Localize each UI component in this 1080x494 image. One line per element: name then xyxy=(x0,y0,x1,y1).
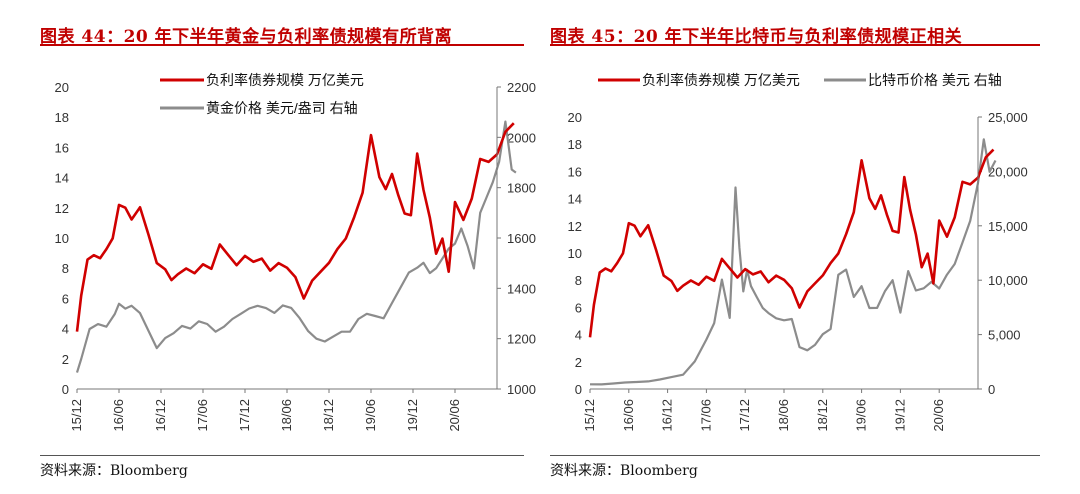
left-y-right-tick-label: 1800 xyxy=(507,181,536,196)
left-y-right-tick-label: 1600 xyxy=(507,231,536,246)
right-legend-red-label: 负利率债券规模 万亿美元 xyxy=(642,72,800,88)
right-y-left-tick-label: 14 xyxy=(568,192,582,207)
right-y-right-axis: 0 5,000 10,000 15,000 20,000 25,000 xyxy=(978,110,1028,397)
right-x-tick-label: 16/06 xyxy=(621,399,636,432)
right-y-left-tick-label: 16 xyxy=(568,164,582,179)
right-y-left-tick-label: 20 xyxy=(568,110,582,125)
left-x-tick-label: 19/12 xyxy=(405,399,420,432)
right-series-gray-line xyxy=(589,138,997,386)
right-chart: 负利率债券规模 万亿美元 比特币价格 美元 右轴 0 2 4 6 8 10 12 14 16 18… xyxy=(568,72,1028,432)
left-y-right-tick-label: 2000 xyxy=(507,130,536,145)
right-y-left-tick-label: 4 xyxy=(575,328,582,343)
left-y-right-tick-label: 2200 xyxy=(507,80,536,95)
left-x-tick-label: 18/12 xyxy=(321,399,336,432)
right-y-left-axis: 0 2 4 6 8 10 12 14 16 18 20 xyxy=(568,110,582,397)
left-y-left-axis: 0 2 4 6 8 10 12 14 16 18 20 xyxy=(55,80,69,397)
right-y-left-tick-label: 6 xyxy=(575,300,582,315)
left-chart-title: 图表 44：20 年下半年黄金与负利率债规模有所背离 xyxy=(40,27,453,47)
left-x-tick-label: 16/12 xyxy=(153,399,168,432)
left-chart: 负利率债券规模 万亿美元 黄金价格 美元/盎司 右轴 0 2 4 6 8 10 12 14 16… xyxy=(55,72,536,432)
left-y-right-tick-label: 1200 xyxy=(507,332,536,347)
right-series-group xyxy=(588,138,997,386)
right-x-tick-label: 18/06 xyxy=(776,399,791,432)
right-footer-rule xyxy=(550,455,1040,456)
right-x-tick-label: 20/06 xyxy=(931,399,946,432)
left-y-left-tick-label: 18 xyxy=(55,110,69,125)
left-x-tick-label: 19/06 xyxy=(363,399,378,432)
left-x-tick-label: 17/06 xyxy=(195,399,210,432)
left-y-right-axis: 1000 1200 1400 1600 1800 2000 2200 xyxy=(497,80,536,397)
left-y-left-tick-label: 2 xyxy=(62,352,69,367)
right-y-right-tick-label: 25,000 xyxy=(988,110,1028,125)
left-series-red-line xyxy=(75,122,515,332)
left-legend-gray-label: 黄金价格 美元/盎司 右轴 xyxy=(206,100,358,116)
left-series-gray-line xyxy=(75,120,517,373)
left-y-left-tick-label: 20 xyxy=(55,80,69,95)
left-x-tick-label: 16/06 xyxy=(111,399,126,432)
right-y-right-tick-label: 0 xyxy=(988,382,995,397)
right-legend-gray-label: 比特币价格 美元 右轴 xyxy=(868,72,1002,88)
right-x-tick-label: 16/12 xyxy=(660,399,675,432)
right-y-left-tick-label: 12 xyxy=(568,219,582,234)
right-x-tick-label: 17/12 xyxy=(737,399,752,432)
right-y-right-tick-label: 10,000 xyxy=(988,273,1028,288)
left-x-tick-label: 18/06 xyxy=(279,399,294,432)
left-y-left-tick-label: 4 xyxy=(62,322,69,337)
right-x-tick-label: 17/06 xyxy=(698,399,713,432)
right-y-left-tick-label: 2 xyxy=(575,355,582,370)
left-y-left-tick-label: 12 xyxy=(55,201,69,216)
left-y-left-tick-label: 8 xyxy=(62,261,69,276)
left-y-right-tick-label: 1400 xyxy=(507,281,536,296)
right-x-tick-label: 19/06 xyxy=(854,399,869,432)
left-footer-rule xyxy=(40,455,524,456)
left-x-tick-label: 20/06 xyxy=(447,399,462,432)
left-y-left-tick-label: 0 xyxy=(62,382,69,397)
right-title-rule xyxy=(550,44,1040,46)
left-y-left-tick-label: 6 xyxy=(62,291,69,306)
right-y-right-tick-label: 15,000 xyxy=(988,219,1028,234)
right-y-left-tick-label: 18 xyxy=(568,137,582,152)
right-legend: 负利率债券规模 万亿美元 比特币价格 美元 右轴 xyxy=(598,72,1002,88)
left-title-rule xyxy=(40,44,524,46)
right-source-note: 资料来源：Bloomberg xyxy=(550,463,698,479)
left-series-group xyxy=(75,120,517,373)
left-x-tick-label: 15/12 xyxy=(69,399,84,432)
left-source-note: 资料来源：Bloomberg xyxy=(40,463,188,479)
right-series-red-line xyxy=(588,148,995,338)
right-x-tick-label: 19/12 xyxy=(892,399,907,432)
left-legend-red-label: 负利率债券规模 万亿美元 xyxy=(206,72,364,88)
right-y-right-tick-label: 5,000 xyxy=(988,328,1021,343)
left-x-tick-label: 17/12 xyxy=(237,399,252,432)
right-y-right-tick-label: 20,000 xyxy=(988,164,1028,179)
right-x-axis: 15/12 16/06 16/12 17/06 17/12 18/06 18/12 19/06… xyxy=(582,389,946,432)
left-legend: 负利率债券规模 万亿美元 黄金价格 美元/盎司 右轴 xyxy=(160,72,364,116)
left-y-left-tick-label: 14 xyxy=(55,171,69,186)
left-y-right-tick-label: 1000 xyxy=(507,382,536,397)
right-y-left-tick-label: 0 xyxy=(575,382,582,397)
right-y-left-tick-label: 8 xyxy=(575,273,582,288)
left-y-left-tick-label: 10 xyxy=(55,231,69,246)
right-x-tick-label: 18/12 xyxy=(815,399,830,432)
right-x-tick-label: 15/12 xyxy=(582,399,597,432)
left-y-left-tick-label: 16 xyxy=(55,140,69,155)
right-chart-title: 图表 45：20 年下半年比特币与负利率债规模正相关 xyxy=(550,27,963,47)
right-y-left-tick-label: 10 xyxy=(568,246,582,261)
left-x-axis: 15/12 16/06 16/12 17/06 17/12 18/06 18/12 19/06… xyxy=(69,389,462,432)
